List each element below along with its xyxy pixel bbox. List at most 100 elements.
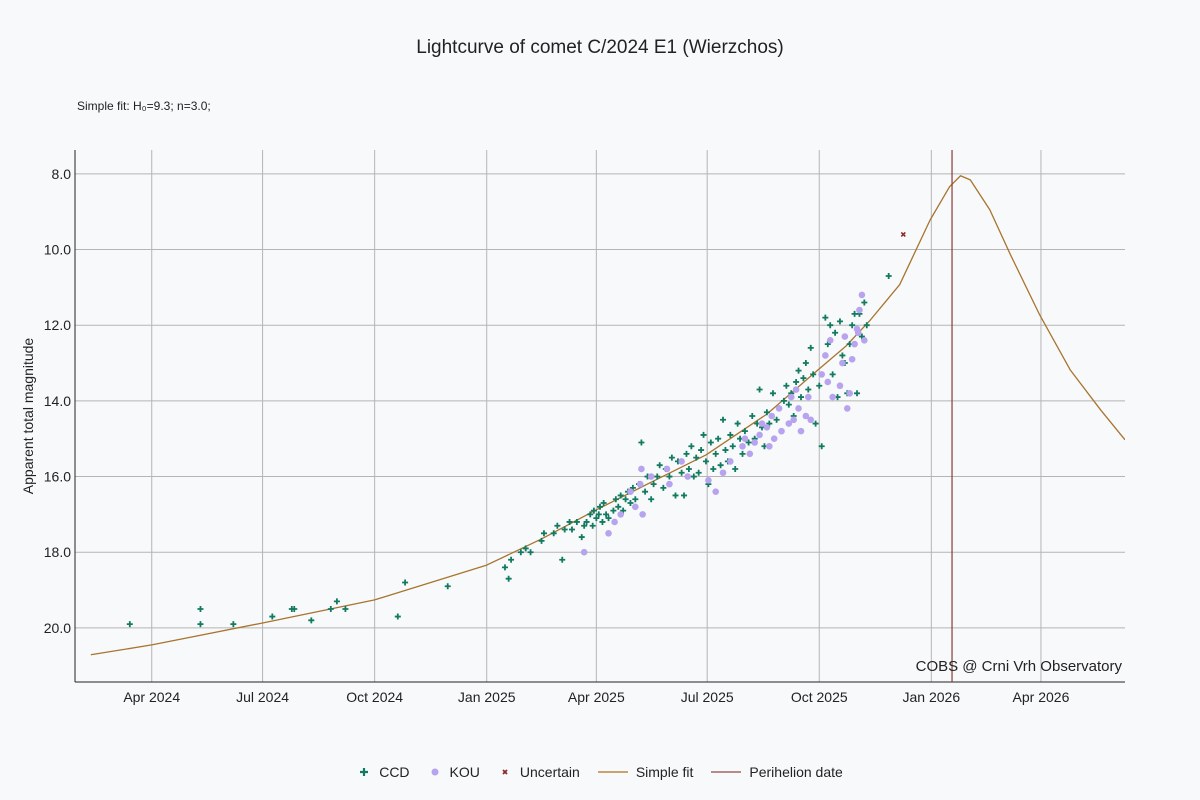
ccd-point	[540, 530, 547, 537]
ccd-point	[763, 409, 770, 416]
ccd-point	[595, 511, 602, 518]
kou-point	[705, 477, 712, 484]
kou-point	[848, 355, 856, 363]
y-axis-label: Apparent total magnitude	[20, 338, 36, 495]
y-tick-label: 20.0	[44, 620, 71, 636]
ccd-point	[666, 473, 673, 480]
ccd-point	[291, 605, 298, 612]
ccd-point	[783, 382, 790, 389]
line-swatch-icon	[711, 771, 742, 773]
ccd-point	[832, 329, 839, 336]
kou-point	[617, 511, 625, 518]
legend-label: Simple fit	[635, 764, 694, 780]
ccd-point	[230, 621, 237, 628]
ccd-point	[660, 484, 667, 491]
ccd-point	[668, 454, 675, 461]
ccd-point	[785, 401, 792, 408]
kou-point	[756, 431, 763, 439]
ccd-point	[720, 416, 727, 423]
legend-item-ccd[interactable]: CCD	[357, 764, 410, 780]
kou-point	[797, 427, 805, 435]
kou-point	[766, 442, 773, 450]
ccd-point	[795, 367, 802, 374]
ccd-point	[568, 526, 575, 533]
ccd-point	[800, 375, 807, 382]
kou-point	[741, 435, 749, 443]
ccd-point	[769, 390, 776, 397]
ccd-point	[822, 314, 829, 321]
ccd-point	[622, 496, 629, 503]
x-tick-label: Oct 2024	[346, 689, 403, 705]
dot-marker-icon	[431, 768, 439, 776]
ccd-point	[327, 605, 334, 612]
ccd-point	[854, 390, 861, 397]
ccd-point	[627, 500, 634, 507]
kou-point	[663, 465, 671, 473]
ccd-point	[444, 583, 451, 590]
ccd-point	[810, 371, 817, 378]
ccd-point	[308, 617, 315, 624]
kou-point	[818, 371, 825, 378]
y-tick-label: 18.0	[44, 544, 71, 560]
kou-point	[839, 359, 846, 367]
legend-label: Uncertain	[519, 764, 580, 780]
ccd-point	[861, 299, 868, 306]
ccd-point	[681, 492, 688, 499]
kou-point	[719, 469, 727, 477]
ccd-point	[642, 488, 649, 495]
ccd-point	[638, 439, 645, 446]
ccd-point	[836, 318, 843, 325]
ccd-point	[693, 454, 700, 461]
legend-item-simple-fit[interactable]: Simple fit	[597, 764, 694, 780]
ccd-point	[126, 621, 133, 628]
ccd-point	[802, 360, 809, 367]
ccd-point	[793, 378, 800, 385]
kou-point	[807, 416, 815, 424]
kou-point	[647, 473, 655, 480]
legend-item-perihelion[interactable]: Perihelion date	[711, 764, 843, 780]
ccd-point	[690, 473, 697, 480]
ccd-point	[197, 605, 204, 612]
ccd-point	[617, 492, 624, 499]
x-tick-label: Oct 2025	[791, 689, 848, 705]
y-tick-label: 12.0	[44, 317, 71, 333]
chart-title: Lightcurve of comet C/2024 E1 (Wierzchos…	[416, 37, 784, 58]
ccd-point	[610, 507, 617, 514]
kou-point	[580, 548, 588, 556]
ccd-point	[722, 447, 729, 454]
kou-point	[795, 405, 802, 412]
kou-point	[666, 480, 673, 488]
kou-point	[822, 352, 829, 359]
kou-point	[739, 442, 746, 450]
plus-marker-icon	[360, 768, 369, 776]
kou-point	[778, 427, 785, 435]
kou-point	[770, 435, 778, 443]
kou-point	[826, 337, 834, 344]
ccd-point	[885, 273, 892, 279]
ccd-point	[600, 500, 607, 507]
ccd-point	[710, 465, 717, 472]
ccd-point	[700, 431, 707, 438]
ccd-point	[849, 322, 856, 329]
x-tick-label: Apr 2024	[123, 689, 180, 705]
legend-item-uncertain[interactable]: Uncertain	[498, 764, 580, 780]
legend-item-kou[interactable]: KOU	[428, 764, 480, 780]
x-tick-label: Jul 2024	[236, 689, 289, 705]
ccd-point	[583, 518, 590, 525]
y-tick-label: 10.0	[44, 242, 71, 258]
ccd-point	[732, 465, 739, 472]
kou-point	[836, 382, 844, 390]
kou-point	[627, 488, 634, 495]
line-swatch-icon	[597, 771, 628, 773]
kou-point	[763, 424, 771, 431]
ccd-point	[522, 545, 529, 552]
kou-point	[768, 412, 776, 420]
kou-point	[632, 503, 639, 511]
ccd-point	[816, 382, 823, 389]
ccd-point	[756, 386, 763, 393]
x-tick-label: Apr 2025	[568, 689, 625, 705]
ccd-point	[333, 598, 340, 605]
ccd-point	[678, 469, 685, 476]
legend: CCD KOU Uncertain Simple fit Perihelion …	[0, 764, 1200, 780]
